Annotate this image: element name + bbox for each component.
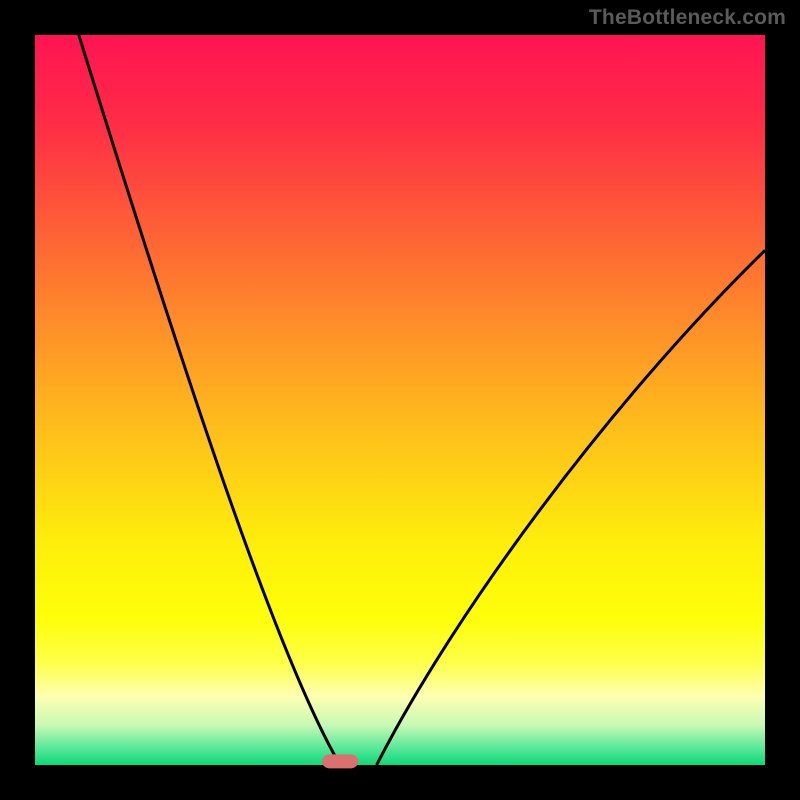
plot-background (35, 35, 765, 765)
chart-container: TheBottleneck.com (0, 0, 800, 800)
watermark-text: TheBottleneck.com (589, 6, 786, 30)
bottleneck-marker (322, 754, 358, 768)
bottleneck-chart (0, 0, 800, 800)
